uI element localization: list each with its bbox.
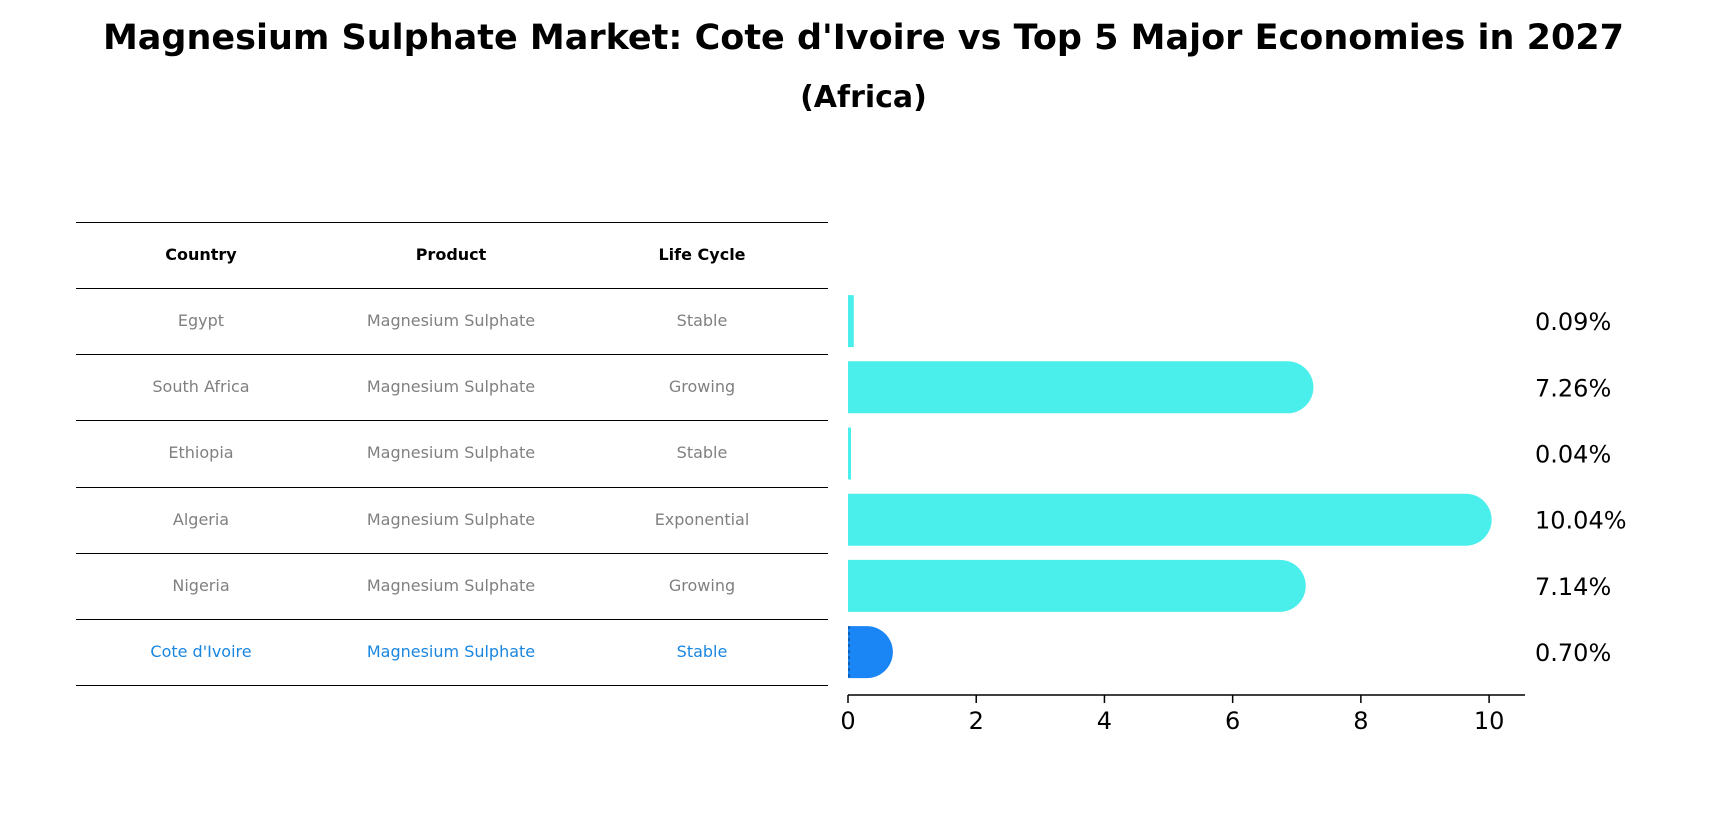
life-cycle-cell: Stable	[676, 642, 728, 661]
bar	[848, 559, 1306, 612]
x-tick-label: 0	[840, 707, 855, 735]
product-cell: Magnesium Sulphate	[366, 510, 536, 529]
table-rule	[76, 487, 828, 488]
table-row: Egypt Magnesium Sulphate Stable	[76, 288, 828, 354]
country-cell: South Africa	[152, 377, 250, 396]
table-rule	[76, 222, 828, 223]
country-cell: Ethiopia	[168, 443, 234, 462]
product-cell: Magnesium Sulphate	[366, 642, 536, 661]
x-tick-label: 2	[969, 707, 984, 735]
table-rule	[76, 354, 828, 355]
bar	[848, 427, 851, 480]
country-cell: Algeria	[172, 510, 230, 529]
life-cycle-cell: Stable	[676, 311, 728, 330]
bar-value-label: 7.26%	[1535, 374, 1611, 402]
country-cell: Cote d'Ivoire	[150, 642, 252, 661]
table-row: Nigeria Magnesium Sulphate Growing	[76, 553, 828, 619]
country-cell: Nigeria	[172, 576, 230, 595]
chart-title: Magnesium Sulphate Market: Cote d'Ivoire…	[102, 18, 1625, 58]
x-tick-label: 10	[1474, 707, 1505, 735]
bar-value-label: 7.14%	[1535, 573, 1611, 601]
table-row: South Africa Magnesium Sulphate Growing	[76, 354, 828, 420]
bar-value-label: 10.04%	[1535, 507, 1627, 535]
product-cell: Magnesium Sulphate	[366, 576, 536, 595]
life-cycle-cell: Stable	[676, 443, 728, 462]
x-tick-label: 4	[1097, 707, 1112, 735]
bar-value-label: 0.04%	[1535, 441, 1611, 469]
product-cell: Magnesium Sulphate	[366, 443, 536, 462]
bar-value-label: 0.09%	[1535, 308, 1611, 336]
bar	[848, 361, 1314, 414]
bar-value-label: 0.70%	[1535, 639, 1611, 667]
table-header: Country Product Life Cycle	[76, 222, 828, 288]
life-cycle-cell: Exponential	[654, 510, 750, 529]
product-cell: Magnesium Sulphate	[366, 377, 536, 396]
header-country: Country	[165, 245, 237, 264]
life-cycle-cell: Growing	[668, 377, 736, 396]
header-product: Product	[415, 245, 487, 264]
bar	[848, 493, 1492, 546]
header-life-cycle: Life Cycle	[658, 245, 746, 264]
table-rule	[76, 288, 828, 289]
bar-highlight	[848, 626, 893, 679]
table-rule	[76, 553, 828, 554]
table-rule	[76, 420, 828, 421]
product-cell: Magnesium Sulphate	[366, 311, 536, 330]
bar	[848, 295, 854, 348]
table-row: Algeria Magnesium Sulphate Exponential	[76, 487, 828, 553]
x-tick-label: 8	[1353, 707, 1368, 735]
x-tick-label: 6	[1225, 707, 1240, 735]
table-rule	[76, 619, 828, 620]
country-cell: Egypt	[177, 311, 225, 330]
table-row: Ethiopia Magnesium Sulphate Stable	[76, 420, 828, 486]
life-cycle-cell: Growing	[668, 576, 736, 595]
table-rule	[76, 685, 828, 686]
table-row-highlight: Cote d'Ivoire Magnesium Sulphate Stable	[76, 619, 828, 685]
chart-subtitle: (Africa)	[800, 80, 927, 115]
